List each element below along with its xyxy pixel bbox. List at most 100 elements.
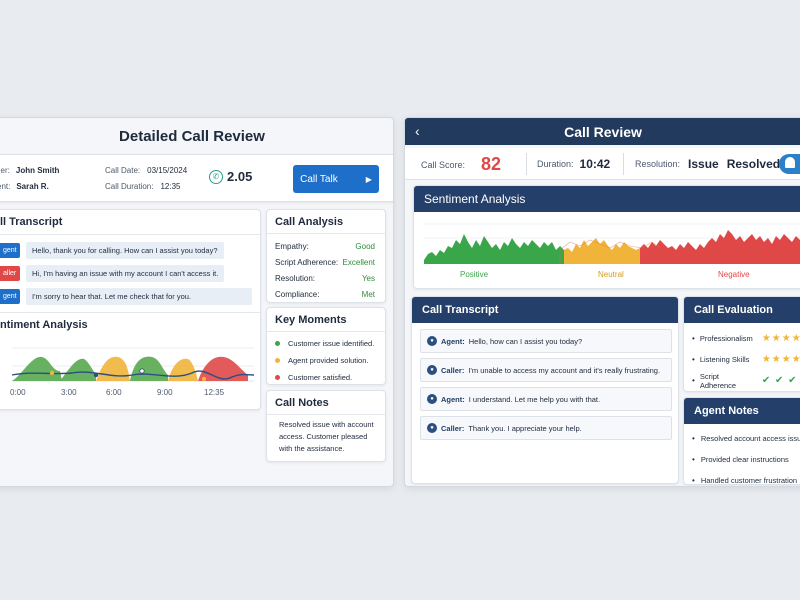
transcript-text: I'm unable to access my account and it's…	[468, 365, 661, 375]
dot-icon	[275, 341, 280, 346]
score-label: Call Score:	[421, 159, 466, 170]
resolution-issue: Issue	[688, 157, 719, 171]
sentiment-title: ntiment Analysis	[0, 319, 88, 331]
legend-neutral: Neutral	[598, 270, 624, 279]
transcript-line: gent Hello, thank you for calling. How c…	[0, 242, 224, 259]
transcript-title: ll Transcript	[0, 216, 63, 228]
analysis-row: Script Adherence: Excellent	[275, 254, 375, 270]
analysis-row: Empathy: Good	[275, 238, 375, 254]
sentiment-mini-chart	[11, 347, 255, 382]
evaluation-label: Script Adherence	[699, 371, 737, 390]
call-talk-button[interactable]: Call Talk ▶	[293, 165, 379, 193]
call-transcript-card: Call Transcript ● Agent: Hello, how can …	[411, 296, 679, 484]
call-duration: 12:35	[160, 182, 181, 191]
detailed-call-review-panel: Detailed Call Review ller: John Smith en…	[0, 117, 394, 487]
resolution-status: Resolved	[726, 157, 781, 171]
transcript-text: I understand. Let me help you with that.	[468, 394, 601, 404]
transcript-role: Agent:	[441, 394, 465, 404]
evaluation-row: • Listening Skills ★★★★	[692, 354, 800, 365]
header-bar: ‹ Call Review	[405, 118, 800, 145]
moment-text: Customer satisfied.	[288, 373, 353, 382]
call-analysis-card: Call Analysis Empathy: Good Script Adher…	[266, 209, 386, 303]
call-date: 03/15/2024	[147, 166, 188, 175]
moment-item: Customer issue identified.	[275, 335, 374, 352]
analysis-value: Good	[355, 241, 375, 251]
analysis-label: Resolution:	[275, 273, 316, 283]
check-marks: ✔ ✔ ✔	[761, 375, 798, 386]
note-item: • Provided clear instructions	[692, 455, 789, 464]
sentiment-analysis-card: Sentiment Analysis Positive Neutral Nega…	[413, 185, 800, 289]
transcript-role: Agent:	[441, 336, 465, 346]
transcript-line: ● Caller: I'm unable to access my accoun…	[420, 358, 672, 382]
transcript-text: Hello, how can I assist you today?	[468, 336, 583, 346]
agent-notes-card: Agent Notes • Resolved account access is…	[683, 397, 800, 485]
transcript-line: ● Agent: I understand. Let me help you w…	[420, 387, 672, 411]
x-tick: 3:00	[61, 388, 77, 397]
play-icon: ▶	[365, 174, 372, 184]
evaluation-row: • Script Adherence ✔ ✔ ✔	[692, 371, 798, 390]
note-item: • Handled customer frustration	[692, 476, 798, 485]
caller-avatar-icon: ●	[427, 423, 437, 433]
sentiment-title: Sentiment Analysis	[414, 186, 800, 212]
x-tick: 12:35	[204, 388, 225, 397]
evaluation-label: Professionalism	[699, 334, 753, 343]
call-duration-label: Call Duration:	[105, 182, 154, 191]
transcript-line: gent I'm sorry to hear that. Let me chec…	[0, 288, 252, 305]
legend-positive: Positive	[460, 270, 489, 279]
duration-label: Duration:	[537, 159, 574, 169]
x-tick: 9:00	[157, 388, 173, 397]
transcript-role: Caller:	[441, 365, 465, 375]
call-score-value: 82	[481, 154, 502, 174]
transcript-text: Hello, thank you for calling. How can I …	[26, 242, 224, 259]
legend-negative: Negative	[718, 270, 750, 279]
note-text: Provided clear instructions	[700, 455, 789, 464]
analysis-label: Script Adherence:	[275, 257, 339, 267]
caller-avatar-icon: ●	[427, 365, 437, 375]
call-score-value: 2.05	[227, 169, 253, 184]
agent-avatar-icon: ●	[427, 336, 437, 346]
moment-item: Agent provided solution.	[275, 352, 374, 369]
status-toggle[interactable]	[779, 154, 800, 174]
call-review-panel: ‹ Call Review Call Score: 82 Duration: 1…	[404, 117, 800, 487]
call-analysis-title: Call Analysis	[275, 216, 344, 228]
analysis-value: Excellent	[342, 257, 375, 267]
agent-avatar-icon: ●	[427, 394, 437, 404]
moment-item: Customer satisfied.	[275, 369, 374, 386]
role-chip: aller	[0, 266, 20, 281]
page-title: Call Review	[564, 124, 642, 140]
call-evaluation-card: Call Evaluation • Professionalism ★★★★ •…	[683, 296, 800, 392]
transcript-line: ● Agent: Hello, how can I assist you tod…	[420, 329, 672, 353]
transcript-line: ● Caller: Thank you. I appreciate your h…	[420, 416, 672, 440]
key-moments-title: Key Moments	[275, 314, 347, 326]
dot-icon	[275, 375, 280, 380]
back-chevron-icon[interactable]: ‹	[415, 123, 420, 139]
transcript-card: ll Transcript gent Hello, thank you for …	[0, 209, 261, 410]
note-text: Resolved account access issue	[700, 434, 800, 443]
x-tick: 6:00	[106, 388, 122, 397]
analysis-row: Compliance: Met	[275, 286, 375, 302]
call-talk-label: Call Talk	[300, 173, 338, 185]
page-title: Detailed Call Review	[119, 128, 265, 145]
sentiment-chart	[424, 223, 800, 264]
score-bar: Call Score: 82 Duration: 10:42 Resolutio…	[405, 148, 800, 180]
call-notes-text: Resolved issue with account access. Cust…	[279, 420, 374, 453]
call-notes-card: Call Notes Resolved issue with account a…	[266, 390, 386, 462]
star-rating: ★★★★	[761, 333, 800, 344]
resolution-label: Resolution:	[635, 159, 681, 169]
caller-name: John Smith	[15, 166, 60, 175]
agent-notes-title: Agent Notes	[684, 398, 800, 424]
dot-icon	[275, 358, 280, 363]
caller-label: ller:	[0, 166, 10, 175]
moment-text: Agent provided solution.	[288, 356, 369, 365]
key-moments-card: Key Moments Customer issue identified. A…	[266, 307, 386, 385]
role-chip: gent	[0, 289, 20, 304]
note-item: • Resolved account access issue	[692, 428, 800, 449]
transcript-title: Call Transcript	[412, 297, 678, 323]
call-date-label: Call Date:	[105, 166, 141, 175]
phone-icon: ✆	[209, 169, 223, 184]
note-text: Handled customer frustration	[700, 476, 798, 485]
transcript-role: Caller:	[441, 423, 465, 433]
analysis-label: Compliance:	[275, 289, 320, 299]
transcript-text: Hi, I'm having an issue with my account …	[26, 265, 225, 282]
agent-name: Sarah R.	[16, 182, 49, 191]
